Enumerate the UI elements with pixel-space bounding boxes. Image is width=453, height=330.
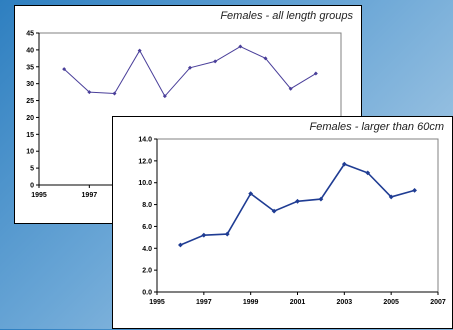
y-tick-label: 12.0 [138, 158, 152, 165]
y-tick-label: 15 [26, 132, 34, 139]
data-point [213, 59, 218, 64]
data-point [263, 56, 268, 61]
y-tick-label: 14.0 [138, 137, 152, 144]
chart-title: Females - all length groups [220, 10, 353, 22]
y-tick-label: 8.0 [142, 202, 152, 209]
x-tick-label: 1995 [149, 299, 165, 306]
data-point [224, 231, 230, 237]
data-point [62, 67, 67, 72]
y-tick-label: 10 [26, 149, 34, 156]
data-point [388, 194, 394, 200]
y-tick-label: 2.0 [142, 268, 152, 275]
data-point [178, 242, 183, 248]
x-tick-label: 1995 [31, 192, 47, 199]
x-tick-label: 2005 [383, 299, 399, 306]
series-line [180, 163, 415, 246]
y-tick-label: 0 [30, 183, 34, 190]
data-point [248, 191, 254, 197]
data-point [137, 48, 142, 53]
data-point [188, 65, 192, 70]
data-point [412, 187, 417, 193]
chart-panel-larger-60cm: Females - larger than 60cm 0.0 2.0 4.0 6.0 8… [112, 116, 453, 329]
y-tick-label: 6.0 [142, 224, 152, 231]
data-point [341, 161, 347, 167]
x-tick-label: 1999 [243, 299, 259, 306]
data-point [162, 94, 167, 99]
y-tick-label: 20 [26, 115, 34, 122]
x-tick-label: 1997 [82, 192, 98, 199]
y-tick-label: 0.0 [142, 290, 152, 297]
data-point [295, 198, 300, 204]
data-point [201, 232, 207, 238]
plot-area [156, 138, 439, 293]
data-point [288, 86, 293, 91]
data-point [318, 196, 324, 202]
data-point [87, 90, 92, 95]
series-line [63, 45, 317, 98]
chart-title: Females - larger than 60cm [309, 121, 445, 133]
x-tick-label: 2001 [290, 299, 306, 306]
data-point [112, 91, 117, 96]
y-tick-label: 25 [26, 98, 34, 105]
line-chart-larger-60cm: 0.0 2.0 4.0 6.0 8.0 10.0 12.0 14.0 1995 1997 1999 2… [138, 137, 446, 307]
y-tick-label: 10.0 [138, 180, 152, 187]
y-tick-label: 45 [26, 31, 34, 38]
y-tick-label: 35 [26, 64, 34, 71]
y-tick-label: 40 [26, 47, 34, 54]
x-tick-label: 1997 [196, 299, 212, 306]
data-point [313, 71, 318, 76]
y-tick-label: 5 [30, 166, 34, 173]
y-tick-label: 4.0 [142, 246, 152, 253]
y-tick-label: 30 [26, 81, 34, 88]
x-tick-label: 2007 [430, 299, 446, 306]
data-point [271, 208, 277, 214]
data-point [238, 44, 243, 49]
x-tick-label: 2003 [337, 299, 353, 306]
